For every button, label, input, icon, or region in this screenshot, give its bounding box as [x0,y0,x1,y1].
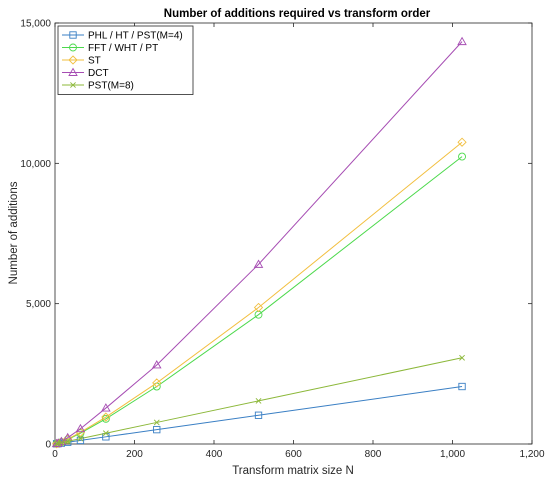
x-tick-label: 400 [206,449,223,460]
data-point [459,153,466,160]
x-axis-label: Transform matrix size N [232,465,354,477]
legend-label: FFT / WHT / PT [88,43,158,54]
x-tick-label: 800 [365,449,382,460]
series-line [57,42,462,444]
x-tick-label: 200 [126,449,143,460]
series-3 [53,38,466,447]
x-tick-label: 0 [52,449,58,460]
x-tick-label: 1,200 [519,449,544,460]
x-tick-label: 1,000 [440,449,465,460]
y-tick-label: 10,000 [20,159,51,170]
data-point [458,38,466,45]
legend-label: PHL / HT / PST(M=4) [88,31,183,42]
series-line [57,387,462,444]
y-tick-label: 15,000 [20,19,51,30]
y-axis-label: Number of additions [8,181,20,284]
series-1 [53,153,465,447]
x-tick-label: 600 [285,449,302,460]
legend-label: PST(M=8) [88,81,134,92]
legend-label: ST [88,56,101,67]
legend-label: DCT [88,68,109,79]
y-tick-label: 0 [45,440,51,451]
chart-title: Number of additions required vs transfor… [164,8,431,20]
series-0 [53,383,465,447]
series-4 [54,355,465,446]
y-tick-label: 5,000 [26,299,51,310]
